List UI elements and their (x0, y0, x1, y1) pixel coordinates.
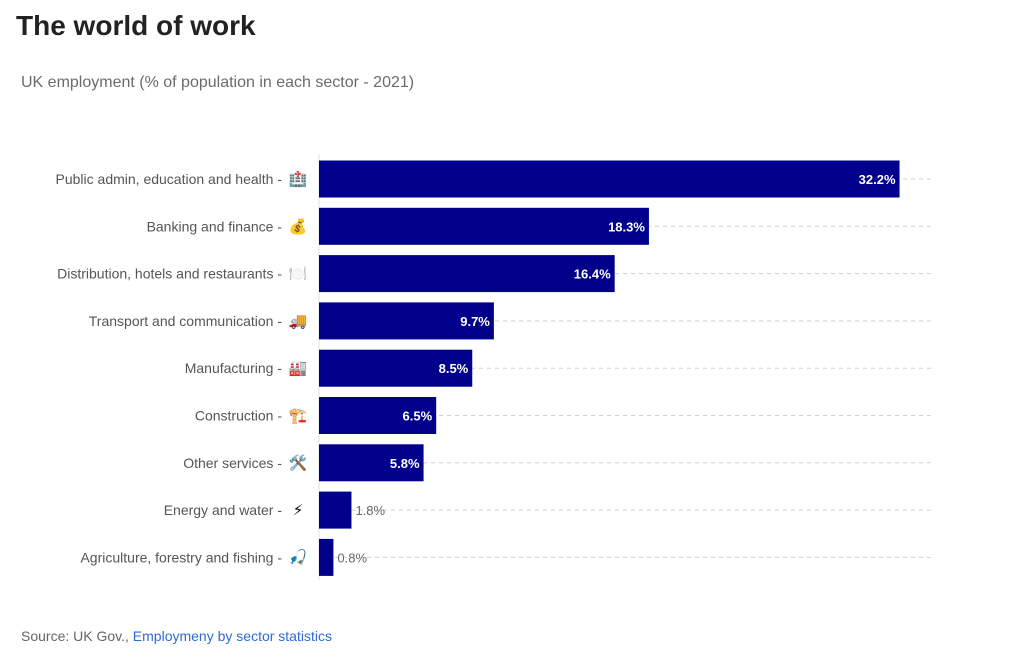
category-label: Public admin, education and health - (56, 171, 283, 187)
value-label: 8.5% (439, 361, 469, 376)
value-label: 6.5% (403, 409, 433, 424)
bar (319, 491, 352, 529)
category-label: Other services - (183, 455, 282, 471)
value-label: 5.8% (390, 456, 420, 471)
source-link[interactable]: Employmeny by sector statistics (132, 628, 332, 644)
value-label: 32.2% (859, 172, 896, 187)
category-label: Construction - (195, 408, 282, 424)
category-icon: 💰 (289, 217, 308, 235)
value-label: 18.3% (608, 219, 645, 234)
source-note: Source: UK Gov., Employmeny by sector st… (21, 628, 332, 644)
bar (319, 160, 900, 198)
chart-title: The world of work (16, 10, 256, 41)
category-label: Agriculture, forestry and fishing - (80, 549, 282, 565)
value-label: 1.8% (355, 503, 385, 518)
bar-chart: 🏥 Public admin, education and health - 32.… (56, 154, 932, 580)
category-label: Transport and communication - (89, 313, 283, 329)
category-icon: 🛠️ (289, 453, 308, 472)
bar (319, 444, 424, 482)
category-icon: ⚡ (293, 502, 304, 519)
bar (319, 255, 615, 293)
value-label: 9.7% (460, 314, 490, 329)
category-icon: 🚚 (289, 313, 308, 330)
chart-subtitle: UK employment (% of population in each s… (21, 74, 415, 91)
category-icon: 🎣 (289, 547, 308, 566)
category-icon: 🏭 (289, 360, 308, 377)
category-label: Banking and finance - (147, 218, 283, 234)
category-label: Energy and water - (164, 502, 283, 518)
category-icon: 🏥 (289, 170, 308, 188)
bar (319, 207, 649, 245)
bar (319, 349, 473, 387)
category-label: Manufacturing - (185, 360, 283, 376)
bar (319, 302, 494, 340)
bar (319, 397, 437, 434)
category-icon: 🍽️ (289, 266, 308, 283)
source-prefix: Source: UK Gov., (21, 628, 129, 644)
category-label: Distribution, hotels and restaurants - (57, 266, 282, 282)
value-label: 16.4% (574, 267, 611, 282)
bar (319, 538, 334, 576)
category-icon: 🏗️ (289, 408, 308, 425)
value-label: 0.8% (337, 550, 367, 565)
